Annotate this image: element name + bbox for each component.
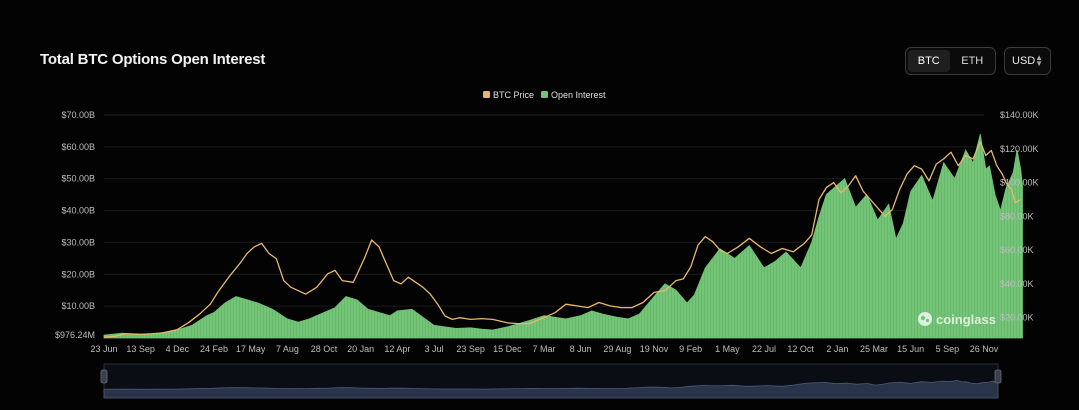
x-axis: 23 Jun 13 Sep 4 Dec 24 Feb 17 May 7 Aug 28 Oct… [90, 344, 998, 354]
x-tick-label: 12 Apr [384, 344, 410, 354]
x-tick-label: 8 Jun [570, 344, 592, 354]
navigator-left-handle[interactable] [100, 369, 108, 384]
range-navigator [100, 363, 1002, 399]
y-right-tick-label: $120.00K [1000, 144, 1039, 154]
currency-select-value: USD [1012, 55, 1036, 67]
y-left-tick-label: $40.00B [61, 206, 95, 216]
y-right-tick-label: $80.00K [1000, 211, 1034, 221]
y-right-tick-label: $60.00K [1000, 245, 1034, 255]
y-axis-right: $20.00K $40.00K $60.00K $80.00K $100.00K $120… [1000, 110, 1039, 323]
y-left-tick-label: $60.00B [61, 142, 95, 152]
chart-legend: BTC Price Open Interest [483, 90, 606, 100]
x-tick-label: 3 Jul [424, 344, 443, 354]
legend-label-btc-price[interactable]: BTC Price [493, 90, 534, 100]
x-tick-label: 15 Jun [897, 344, 924, 354]
coinglass-logo-icon [918, 312, 932, 326]
y-right-tick-label: $100.00K [1000, 178, 1039, 188]
x-tick-label: 23 Jun [90, 344, 117, 354]
x-tick-label: 5 Sep [936, 344, 960, 354]
y-left-tick-label: $70.00B [61, 110, 95, 120]
x-tick-label: 17 May [236, 344, 266, 354]
y-left-tick-label: $20.00B [61, 269, 95, 279]
chart-title: Total BTC Options Open Interest [40, 51, 266, 68]
x-tick-label: 23 Sep [456, 344, 485, 354]
currency-select[interactable]: USD ▲ ▼ [1004, 47, 1051, 75]
x-tick-label: 22 Jul [752, 344, 776, 354]
x-tick-label: 15 Dec [493, 344, 522, 354]
y-left-tick-label: $30.00B [61, 237, 95, 247]
y-right-tick-label: $40.00K [1000, 279, 1034, 289]
series-layer [103, 134, 1023, 339]
legend-label-open-interest[interactable]: Open Interest [551, 90, 606, 100]
x-tick-label: 7 Mar [532, 344, 555, 354]
watermark-text: coinglass [936, 312, 996, 327]
navigator-right-handle[interactable] [994, 369, 1002, 384]
y-axis-left: $976.24M $10.00B $20.00B $30.00B $40.00B $50.… [55, 110, 95, 340]
coin-option-eth[interactable]: ETH [961, 55, 984, 67]
x-tick-label: 26 Nov [970, 344, 999, 354]
x-tick-label: 28 Oct [311, 344, 338, 354]
legend-swatch-open-interest [541, 91, 548, 98]
x-tick-label: 7 Aug [276, 344, 299, 354]
x-tick-label: 4 Dec [166, 344, 190, 354]
y-left-tick-label: $976.24M [55, 330, 95, 340]
legend-swatch-btc-price [483, 91, 490, 98]
x-tick-label: 19 Nov [640, 344, 669, 354]
x-tick-label: 9 Feb [679, 344, 702, 354]
y-left-tick-label: $10.00B [61, 301, 95, 311]
btc-price-line [103, 141, 1022, 338]
coin-option-btc[interactable]: BTC [908, 50, 950, 72]
coin-toggle: BTC ETH [905, 47, 996, 75]
navigator-series [103, 379, 999, 399]
y-right-tick-label: $20.00K [1000, 313, 1034, 323]
open-interest-area [103, 134, 1023, 339]
up-down-caret-icon: ▲ ▼ [1035, 53, 1043, 68]
x-tick-label: 20 Jan [347, 344, 374, 354]
y-right-tick-label: $140.00K [1000, 110, 1039, 120]
x-tick-label: 25 Mar [860, 344, 888, 354]
x-tick-label: 12 Oct [787, 344, 814, 354]
x-tick-label: 13 Sep [126, 344, 155, 354]
coinglass-watermark: coinglass [918, 312, 996, 327]
x-tick-label: 29 Aug [603, 344, 631, 354]
x-tick-label: 2 Jan [826, 344, 848, 354]
y-left-tick-label: $50.00B [61, 174, 95, 184]
x-tick-label: 24 Feb [200, 344, 228, 354]
x-tick-label: 1 May [715, 344, 740, 354]
